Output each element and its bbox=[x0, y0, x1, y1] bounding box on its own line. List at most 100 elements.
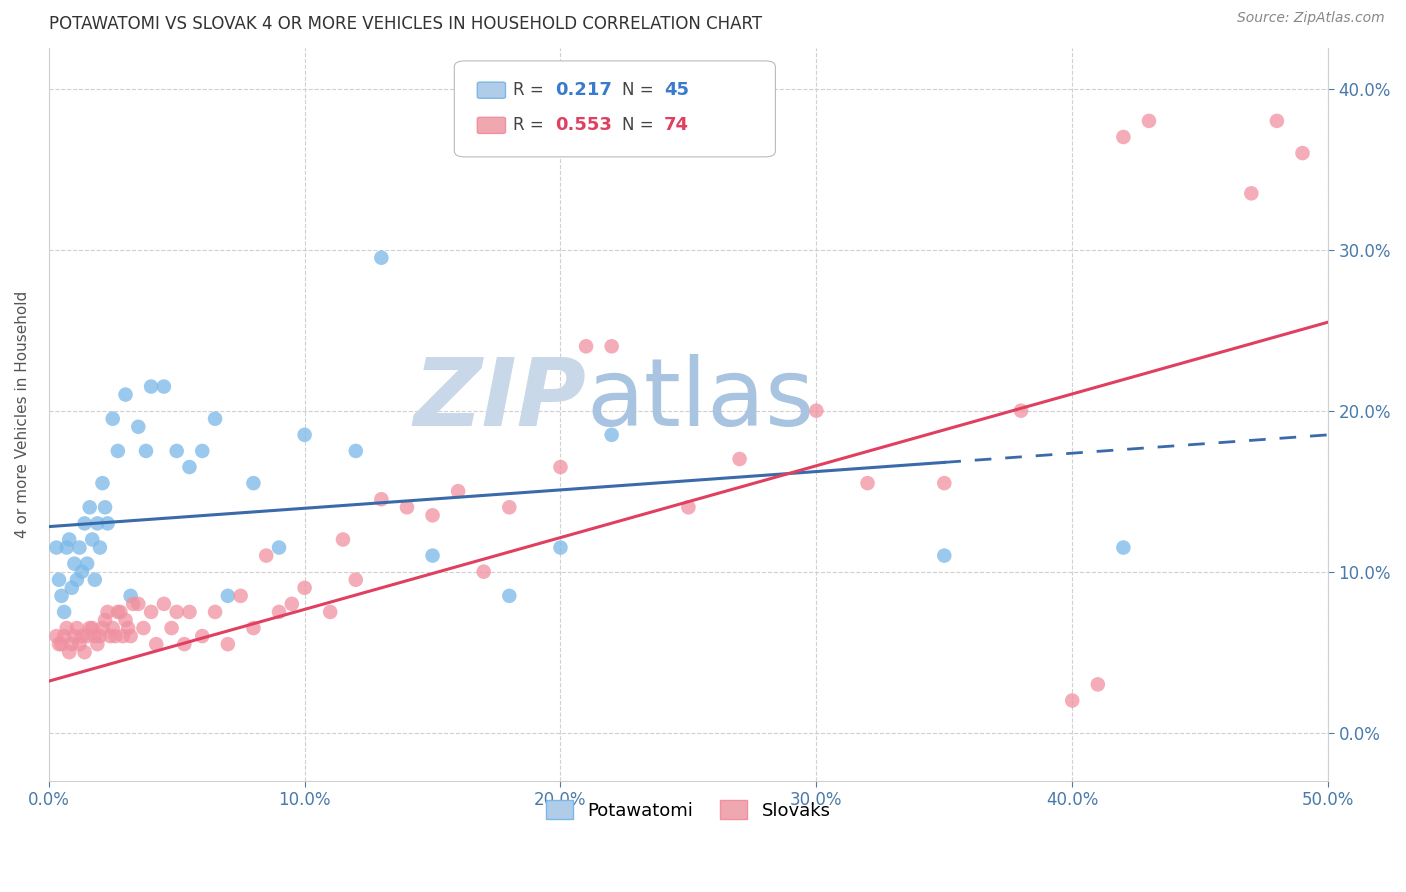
Legend: Potawatomi, Slovaks: Potawatomi, Slovaks bbox=[538, 793, 838, 827]
Text: POTAWATOMI VS SLOVAK 4 OR MORE VEHICLES IN HOUSEHOLD CORRELATION CHART: POTAWATOMI VS SLOVAK 4 OR MORE VEHICLES … bbox=[49, 15, 762, 33]
Point bbox=[86, 516, 108, 531]
Point bbox=[127, 419, 149, 434]
Point bbox=[191, 629, 214, 643]
Point bbox=[48, 573, 70, 587]
Point bbox=[153, 597, 176, 611]
Text: 0.553: 0.553 bbox=[555, 116, 612, 135]
Point bbox=[600, 339, 623, 353]
Point bbox=[114, 613, 136, 627]
Point bbox=[45, 629, 67, 643]
Point bbox=[934, 476, 956, 491]
Point bbox=[51, 637, 73, 651]
Point bbox=[89, 629, 111, 643]
Point bbox=[114, 387, 136, 401]
Point bbox=[422, 508, 444, 523]
Point bbox=[332, 533, 354, 547]
Point bbox=[53, 605, 76, 619]
Point bbox=[153, 379, 176, 393]
Point bbox=[204, 411, 226, 425]
Text: 0.217: 0.217 bbox=[555, 81, 612, 99]
Point bbox=[294, 581, 316, 595]
Point bbox=[63, 557, 86, 571]
Point bbox=[1265, 114, 1288, 128]
Text: Source: ZipAtlas.com: Source: ZipAtlas.com bbox=[1237, 11, 1385, 25]
Point bbox=[1112, 130, 1135, 145]
Point bbox=[94, 500, 117, 515]
Point bbox=[70, 629, 93, 643]
Point bbox=[55, 621, 77, 635]
Text: ZIP: ZIP bbox=[413, 354, 586, 446]
Point bbox=[58, 533, 80, 547]
Point bbox=[422, 549, 444, 563]
Point bbox=[66, 621, 89, 635]
Point bbox=[1291, 146, 1313, 161]
Point bbox=[1087, 677, 1109, 691]
FancyBboxPatch shape bbox=[477, 118, 506, 134]
Point bbox=[94, 613, 117, 627]
Text: N =: N = bbox=[621, 116, 659, 135]
Point bbox=[120, 589, 142, 603]
Text: R =: R = bbox=[513, 116, 550, 135]
Point bbox=[204, 605, 226, 619]
Point bbox=[69, 541, 91, 555]
Point bbox=[76, 557, 98, 571]
Point bbox=[1240, 186, 1263, 201]
Point bbox=[242, 476, 264, 491]
Point bbox=[97, 605, 120, 619]
Point bbox=[267, 605, 290, 619]
Point bbox=[160, 621, 183, 635]
Point bbox=[678, 500, 700, 515]
Point bbox=[79, 500, 101, 515]
Text: atlas: atlas bbox=[586, 354, 814, 446]
Point bbox=[70, 565, 93, 579]
Point bbox=[45, 541, 67, 555]
Point bbox=[139, 605, 162, 619]
Point bbox=[319, 605, 342, 619]
Point bbox=[53, 629, 76, 643]
Point bbox=[139, 379, 162, 393]
Point bbox=[229, 589, 252, 603]
Point bbox=[55, 541, 77, 555]
Point bbox=[58, 645, 80, 659]
Point bbox=[267, 541, 290, 555]
Point bbox=[97, 516, 120, 531]
Point bbox=[166, 605, 188, 619]
Text: 45: 45 bbox=[664, 81, 689, 99]
Point bbox=[76, 629, 98, 643]
Point bbox=[550, 541, 572, 555]
Point bbox=[101, 621, 124, 635]
Text: N =: N = bbox=[621, 81, 659, 99]
Point bbox=[344, 573, 367, 587]
FancyBboxPatch shape bbox=[454, 61, 776, 157]
Point bbox=[370, 251, 392, 265]
Point bbox=[179, 605, 201, 619]
Point bbox=[89, 541, 111, 555]
Point bbox=[104, 629, 127, 643]
FancyBboxPatch shape bbox=[477, 82, 506, 98]
Point bbox=[60, 581, 83, 595]
Point bbox=[98, 629, 121, 643]
Point bbox=[107, 605, 129, 619]
Point bbox=[73, 516, 96, 531]
Point bbox=[242, 621, 264, 635]
Point bbox=[575, 339, 598, 353]
Point bbox=[728, 452, 751, 467]
Point bbox=[344, 444, 367, 458]
Point bbox=[82, 621, 104, 635]
Point bbox=[63, 629, 86, 643]
Point bbox=[1062, 693, 1084, 707]
Point bbox=[472, 565, 495, 579]
Point bbox=[135, 444, 157, 458]
Point bbox=[191, 444, 214, 458]
Point bbox=[83, 629, 105, 643]
Point bbox=[83, 573, 105, 587]
Point bbox=[101, 411, 124, 425]
Point bbox=[447, 484, 470, 499]
Point bbox=[1010, 403, 1032, 417]
Point bbox=[48, 637, 70, 651]
Point bbox=[117, 621, 139, 635]
Point bbox=[281, 597, 304, 611]
Point bbox=[69, 637, 91, 651]
Point bbox=[82, 533, 104, 547]
Point bbox=[127, 597, 149, 611]
